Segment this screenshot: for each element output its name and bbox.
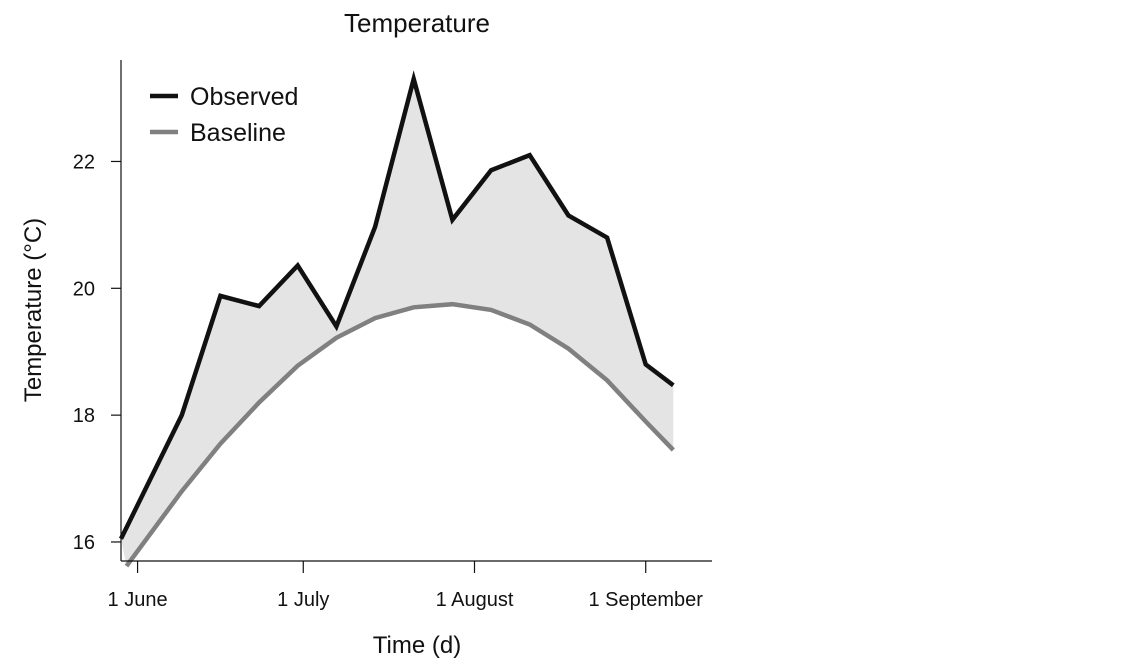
x-axis-label: Time (d) — [373, 632, 461, 659]
legend-label-baseline: Baseline — [190, 119, 286, 147]
y-axis-ticks: 16 18 20 22 — [73, 151, 121, 554]
series-line-baseline — [124, 301, 675, 568]
x-tick-label: 1 June — [108, 589, 168, 611]
legend: Observed Baseline — [150, 83, 298, 147]
chart-title: Temperature — [344, 8, 490, 38]
x-tick-label: 1 July — [277, 589, 329, 611]
y-tick-label: 20 — [73, 278, 95, 300]
y-tick-label: 22 — [73, 151, 95, 173]
x-tick-label: 1 August — [436, 589, 514, 611]
series-lines — [118, 70, 675, 568]
difference-fill-area — [121, 79, 674, 567]
y-tick-label: 18 — [73, 405, 95, 427]
x-tick-label: 1 September — [588, 589, 703, 611]
y-tick-label: 16 — [73, 532, 95, 554]
y-axis-label: Temperature (°C) — [20, 218, 47, 402]
fill-between-area — [121, 79, 674, 567]
x-axis-ticks: 1 June 1 July 1 August 1 September — [108, 561, 703, 611]
legend-label-observed: Observed — [190, 83, 298, 111]
series-line-observed — [118, 70, 675, 540]
